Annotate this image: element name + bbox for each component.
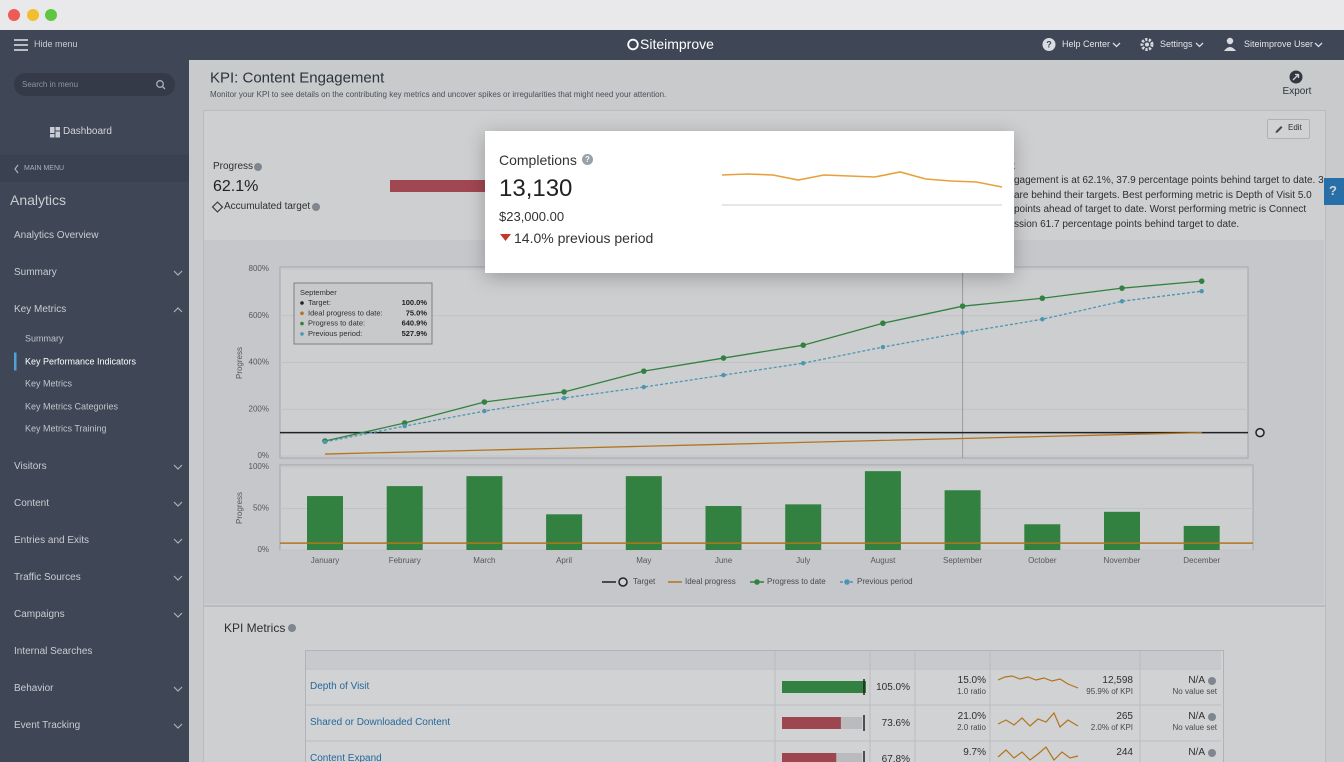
completions-popup: Completions ? 13,130 $23,000.00 14.0% pr… [485, 131, 1014, 273]
sparkline [722, 172, 1002, 187]
popup-sparkline-area [485, 131, 1014, 273]
